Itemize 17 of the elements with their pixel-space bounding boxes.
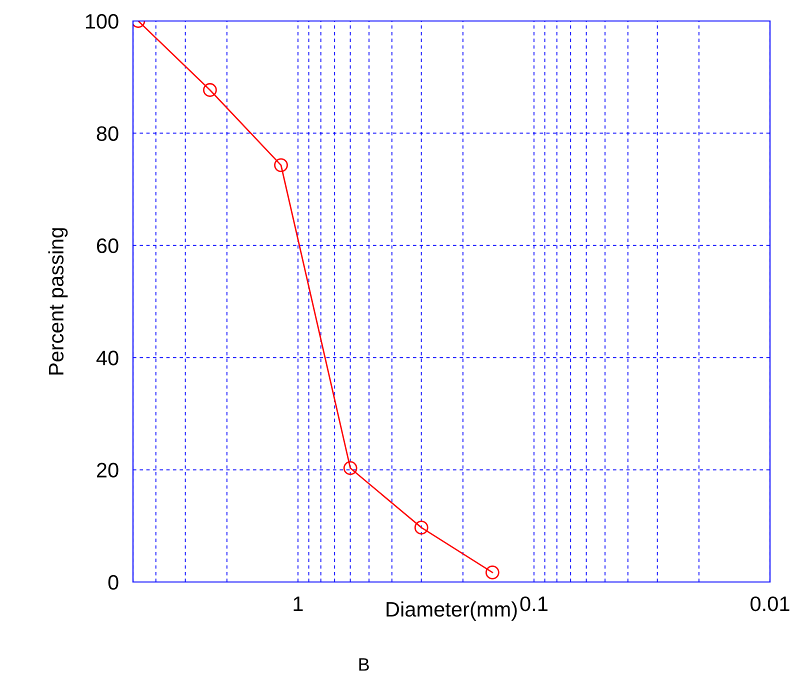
y-tick-label: 20 (96, 462, 118, 478)
point (274, 158, 288, 172)
point (485, 566, 500, 580)
y-tick-label: 40 (96, 350, 118, 366)
point (343, 461, 358, 476)
y-tick-label: 0 (108, 575, 118, 590)
point (203, 83, 217, 97)
y-tick-label: 100 (86, 14, 118, 29)
x-tick-label: 0.1 (520, 596, 548, 612)
x-axis-title: Diameter(mm) (386, 601, 517, 621)
y-axis-title: Percent passing (48, 228, 68, 374)
x-tick-label: 0.01 (750, 596, 790, 612)
text: B (359, 658, 369, 671)
point (414, 520, 428, 535)
y-tick-label: 60 (97, 238, 118, 254)
y-tick-label: 80 (96, 126, 118, 141)
x-tick-label: 1 (294, 596, 303, 611)
